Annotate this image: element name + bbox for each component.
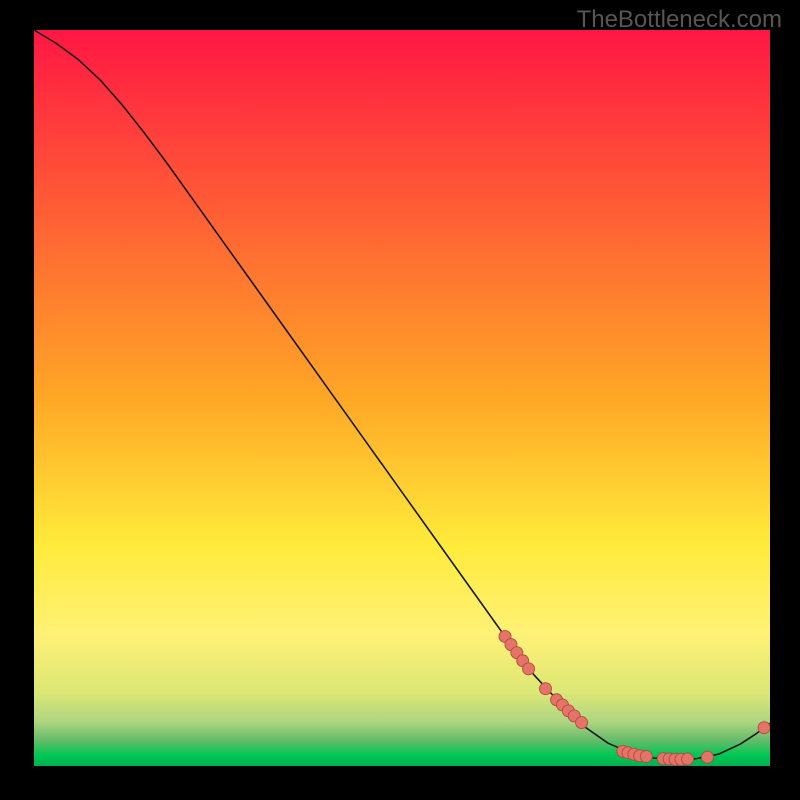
data-marker (758, 722, 770, 734)
data-marker (682, 753, 694, 765)
chart-frame: TheBottleneck.com (0, 0, 800, 800)
plot-area (34, 30, 770, 766)
data-marker (523, 663, 535, 675)
gradient-background (34, 30, 770, 766)
data-marker (640, 750, 652, 762)
data-marker (576, 717, 588, 729)
data-marker (540, 683, 552, 695)
chart-svg (34, 30, 770, 766)
data-marker (701, 751, 713, 763)
